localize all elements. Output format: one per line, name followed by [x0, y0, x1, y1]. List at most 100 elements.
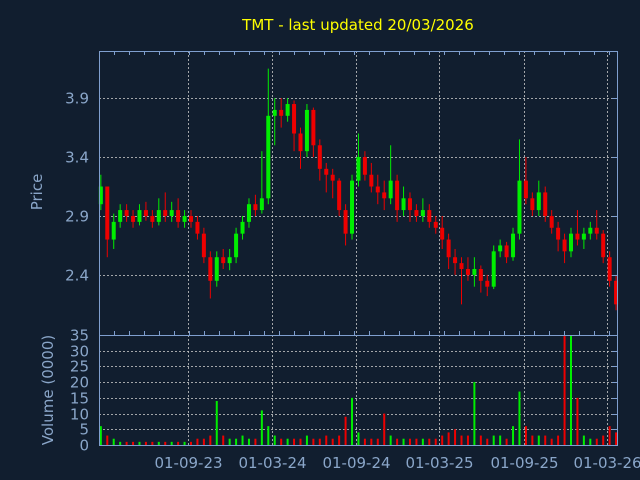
date-tick-label: 01-09-25 [490, 454, 558, 472]
volume-bar [479, 435, 482, 445]
candle-body [324, 168, 329, 175]
volume-bar [408, 438, 411, 445]
candle-body [498, 245, 503, 252]
volume-bar [512, 426, 515, 445]
volume-bar [164, 441, 167, 445]
candle-body [459, 263, 464, 270]
volume-bar [383, 413, 386, 445]
candle-body [485, 280, 490, 287]
candle-body [433, 221, 438, 228]
candle-body [189, 215, 194, 222]
volume-bar [550, 438, 553, 445]
price-axis-label: Price [28, 174, 46, 211]
candle-body [511, 233, 516, 258]
volume-bar [473, 382, 476, 445]
volume-bar [370, 438, 373, 445]
candle-body [221, 257, 226, 264]
volume-bar [563, 335, 566, 445]
candle-body [182, 215, 187, 222]
candle-body [549, 215, 554, 228]
candle-body [556, 227, 561, 240]
volume-bar [537, 435, 540, 445]
volume-bar [344, 416, 347, 445]
volume-bar [138, 441, 141, 445]
candle-body [478, 269, 483, 281]
volume-bar [151, 441, 154, 445]
candle-body [240, 221, 245, 234]
candle-body [163, 210, 168, 216]
volume-bar [357, 432, 360, 445]
volume-bar [273, 435, 276, 445]
candle-body [246, 204, 251, 222]
volume-bar [112, 438, 115, 445]
date-tick-label: 01-03-25 [405, 454, 473, 472]
candle-body [375, 186, 380, 193]
candle-body [195, 221, 200, 234]
candle-body [98, 186, 103, 205]
candle-body [588, 227, 593, 234]
volume-bar [602, 435, 605, 445]
volume-bar [441, 435, 444, 445]
volume-bar [202, 438, 205, 445]
volume-bar [557, 435, 560, 445]
volume-bar [325, 435, 328, 445]
candle-body [562, 239, 567, 252]
volume-bar [260, 410, 263, 445]
candle-body [169, 210, 174, 216]
volume-bar [421, 438, 424, 445]
candle-body [201, 233, 206, 258]
volume-tick-label: 20 [70, 374, 89, 392]
date-tick-label: 01-03-26 [573, 454, 640, 472]
candle-body [150, 215, 155, 222]
candles [98, 68, 619, 311]
volume-bar [351, 397, 354, 445]
candle-body [453, 257, 458, 264]
volume-bar [247, 438, 250, 445]
candle-body [607, 257, 612, 281]
volume-bar [396, 438, 399, 445]
volume-bar [293, 438, 296, 445]
candle-body [317, 145, 322, 169]
volume-bar [235, 438, 238, 445]
candle-body [504, 245, 509, 258]
volume-bar [157, 441, 160, 445]
volume-bar [183, 441, 186, 445]
candle-body [298, 133, 303, 152]
volume-bar [460, 435, 463, 445]
candle-body [395, 180, 400, 211]
volume-bar [389, 435, 392, 445]
volume-tick-label: 10 [70, 406, 89, 424]
candle-body [272, 109, 277, 116]
candle-body [311, 109, 316, 146]
candle-body [304, 109, 309, 152]
candle-body [536, 192, 541, 211]
date-tick-label: 01-09-24 [322, 454, 390, 472]
candle-body [407, 198, 412, 211]
volume-bar [228, 438, 231, 445]
volume-bar [486, 438, 489, 445]
candle-body [601, 233, 606, 258]
volume-bar [267, 426, 270, 445]
candle-body [427, 210, 432, 222]
volume-bar [305, 435, 308, 445]
candle-body [614, 280, 619, 305]
volume-bar [499, 435, 502, 445]
volume-bar [119, 441, 122, 445]
volume-bar [376, 438, 379, 445]
candle-body [472, 269, 477, 275]
volume-bar [466, 435, 469, 445]
candle-body [118, 210, 123, 222]
candle-body [137, 210, 142, 222]
volume-tick-label: 35 [70, 327, 89, 345]
candle-body [446, 239, 451, 258]
candle-body [369, 174, 374, 187]
volume-bar [254, 438, 257, 445]
volume-bar [492, 435, 495, 445]
candle-body [259, 198, 264, 211]
candle-body [124, 210, 129, 216]
candle-body [517, 180, 522, 234]
candle-body [330, 174, 335, 181]
candle-body [356, 157, 361, 181]
volume-bar [125, 441, 128, 445]
